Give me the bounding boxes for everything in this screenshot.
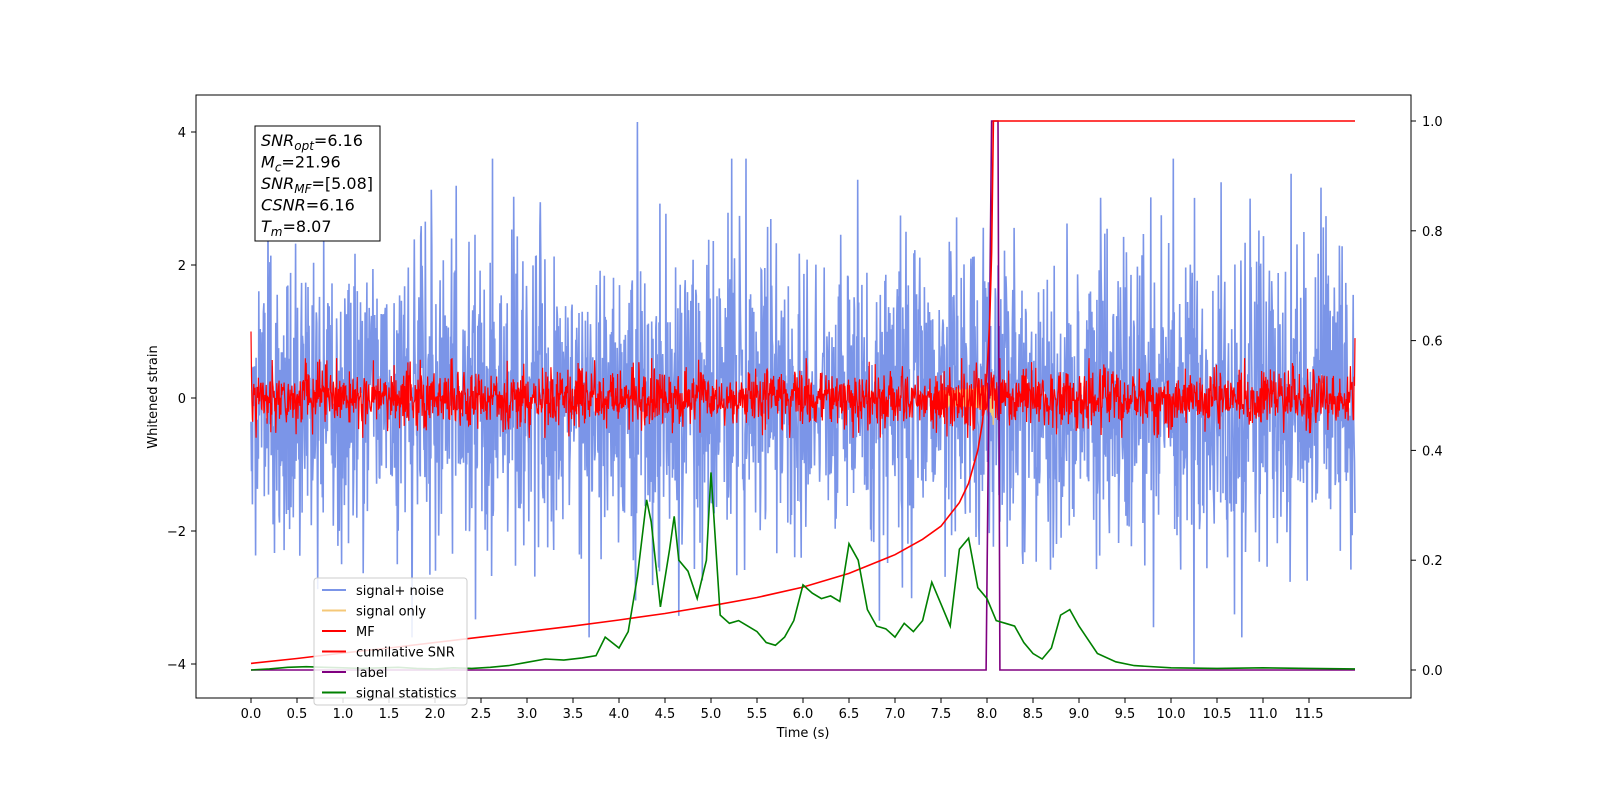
y-axis-left: 4 2 0 −2 −4 xyxy=(167,126,196,673)
x-tick-label: 11.5 xyxy=(1295,707,1324,722)
annotation-value: =21.96 xyxy=(281,153,340,172)
annotation-line: SNRMF=[5.08] xyxy=(261,174,373,196)
y2-tick-label: 1.0 xyxy=(1422,115,1443,130)
x-tick-label: 1.5 xyxy=(379,707,400,722)
annotation-subscript: c xyxy=(275,161,282,175)
annotation-value: =6.16 xyxy=(306,196,355,215)
annotation-value: =6.16 xyxy=(314,131,363,150)
annotation-subscript: MF xyxy=(294,182,312,196)
annotation-lines: SNRopt=6.16Mc=21.96SNRMF=[5.08]CSNR=6.16… xyxy=(261,131,373,239)
x-tick-label: 9.5 xyxy=(1115,707,1136,722)
y-tick-label: −2 xyxy=(167,525,186,540)
x-tick-label: 9.0 xyxy=(1069,707,1090,722)
x-tick-label: 0.0 xyxy=(241,707,262,722)
annotation-line: CSNR=6.16 xyxy=(261,196,355,215)
x-tick-label: 1.0 xyxy=(333,707,354,722)
legend-label: signal statistics xyxy=(356,687,457,702)
series-2-line xyxy=(250,331,1356,438)
annotation-line: Tm=8.07 xyxy=(261,217,332,239)
annotation-subscript: m xyxy=(271,225,283,239)
x-tick-label: 4.0 xyxy=(609,707,630,722)
y-axis-label: Whitened strain xyxy=(146,345,161,448)
series-layer xyxy=(250,120,1356,671)
legend: signal+ noise signal only MF cumilative SNR… xyxy=(313,577,468,706)
x-tick-label: 7.5 xyxy=(931,707,952,722)
y-tick-label: 4 xyxy=(178,126,186,141)
annotation-line: Mc=21.96 xyxy=(261,153,341,175)
y2-tick-label: 0.2 xyxy=(1422,554,1443,569)
x-tick-label: 6.5 xyxy=(839,707,860,722)
legend-label: signal+ noise xyxy=(356,584,444,599)
annotation-value: =8.07 xyxy=(282,217,331,236)
annotation-symbol: M xyxy=(261,153,275,172)
x-axis-label: Time (s) xyxy=(776,726,830,741)
legend-label: cumilative SNR xyxy=(356,646,455,661)
annotation-symbol: SNR xyxy=(261,131,294,150)
y2-tick-label: 0.6 xyxy=(1422,335,1443,350)
y-tick-label: −4 xyxy=(167,658,186,673)
annotation-subscript: opt xyxy=(294,139,315,153)
annotation-symbol: CSNR xyxy=(261,196,306,215)
x-tick-label: 7.0 xyxy=(885,707,906,722)
legend-frame xyxy=(313,577,468,706)
legend-label: MF xyxy=(356,625,375,640)
x-tick-label: 10.0 xyxy=(1157,707,1186,722)
x-tick-label: 3.0 xyxy=(517,707,538,722)
legend-label: label xyxy=(356,666,387,681)
x-tick-label: 8.0 xyxy=(977,707,998,722)
annotation-frame xyxy=(254,125,381,242)
y-axis-right: 1.0 0.8 0.6 0.4 0.2 0.0 xyxy=(1411,115,1443,679)
x-tick-label: 8.5 xyxy=(1023,707,1044,722)
x-tick-label: 2.5 xyxy=(471,707,492,722)
annotation-value: =[5.08] xyxy=(312,174,374,193)
legend-items: signal+ noise signal only MF cumilative SNR… xyxy=(322,584,457,702)
x-tick-label: 10.5 xyxy=(1203,707,1232,722)
legend-label: signal only xyxy=(356,605,426,620)
annotation-symbol: SNR xyxy=(261,174,294,193)
x-tick-label: 4.5 xyxy=(655,707,676,722)
x-tick-label: 11.0 xyxy=(1249,707,1278,722)
annotation-line: SNRopt=6.16 xyxy=(261,131,363,153)
x-axis: 0.0 0.5 1.0 1.5 2.0 2.5 3.0 3.5 4.0 4.5 5.0 5.5 6.0 6… xyxy=(241,698,1324,722)
annotation-symbol: T xyxy=(261,217,272,236)
x-tick-label: 6.0 xyxy=(793,707,814,722)
series-5-line xyxy=(250,472,1356,671)
x-tick-label: 2.0 xyxy=(425,707,446,722)
annotation-box: SNRopt=6.16Mc=21.96SNRMF=[5.08]CSNR=6.16… xyxy=(254,125,381,242)
y2-tick-label: 0.4 xyxy=(1422,444,1443,459)
x-tick-label: 5.0 xyxy=(701,707,722,722)
y-tick-label: 0 xyxy=(178,392,186,407)
y2-tick-label: 0.8 xyxy=(1422,225,1443,240)
y2-tick-label: 0.0 xyxy=(1422,664,1443,679)
x-tick-label: 3.5 xyxy=(563,707,584,722)
x-tick-label: 5.5 xyxy=(747,707,768,722)
y-tick-label: 2 xyxy=(178,259,186,274)
x-tick-label: 0.5 xyxy=(287,707,308,722)
